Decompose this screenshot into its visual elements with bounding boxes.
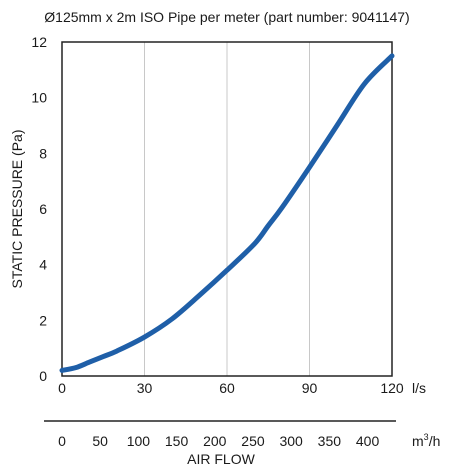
secondary-tick-label-50: 50 bbox=[92, 433, 108, 449]
secondary-tick-label-250: 250 bbox=[241, 433, 265, 449]
x-axis-unit-m3h: m3/h bbox=[412, 432, 440, 449]
grid-lines bbox=[144, 42, 310, 376]
y-tick-label-8: 8 bbox=[39, 145, 47, 161]
secondary-tick-label-200: 200 bbox=[203, 433, 227, 449]
y-tick-label-4: 4 bbox=[39, 257, 47, 273]
x-axis-ticks: 0 30 60 90 120 bbox=[58, 380, 404, 396]
secondary-tick-label-400: 400 bbox=[356, 433, 380, 449]
y-tick-label-2: 2 bbox=[39, 312, 47, 328]
x-tick-label-60: 60 bbox=[219, 380, 235, 396]
y-tick-label-12: 12 bbox=[31, 34, 47, 50]
x-tick-label-120: 120 bbox=[380, 380, 404, 396]
secondary-tick-label-0: 0 bbox=[58, 433, 66, 449]
x-tick-label-0: 0 bbox=[58, 380, 66, 396]
plot-frame bbox=[61, 41, 393, 377]
x-tick-label-30: 30 bbox=[137, 380, 153, 396]
chart-title: Ø125mm x 2m ISO Pipe per meter (part num… bbox=[44, 9, 409, 25]
secondary-x-axis-ticks: 0 50 100 150 200 250 300 350 400 bbox=[58, 433, 379, 449]
secondary-tick-label-300: 300 bbox=[279, 433, 303, 449]
series-line-0 bbox=[59, 53, 395, 373]
unit-tail: /h bbox=[429, 433, 441, 449]
series-layer bbox=[59, 53, 395, 373]
secondary-tick-label-350: 350 bbox=[318, 433, 342, 449]
y-tick-label-0: 0 bbox=[39, 368, 47, 384]
x-axis-unit-ls: l/s bbox=[412, 380, 426, 396]
y-tick-label-10: 10 bbox=[31, 90, 47, 106]
y-axis-ticks: 0 2 4 6 8 10 12 bbox=[31, 34, 47, 384]
secondary-tick-label-150: 150 bbox=[165, 433, 189, 449]
x-axis-label: AIR FLOW bbox=[187, 451, 255, 467]
y-tick-label-6: 6 bbox=[39, 201, 47, 217]
x-tick-label-90: 90 bbox=[302, 380, 318, 396]
secondary-tick-label-100: 100 bbox=[127, 433, 151, 449]
unit-superscript: 3 bbox=[424, 432, 429, 442]
unit-base: m bbox=[412, 433, 424, 449]
y-axis-label: STATIC PRESSURE (Pa) bbox=[9, 130, 25, 289]
